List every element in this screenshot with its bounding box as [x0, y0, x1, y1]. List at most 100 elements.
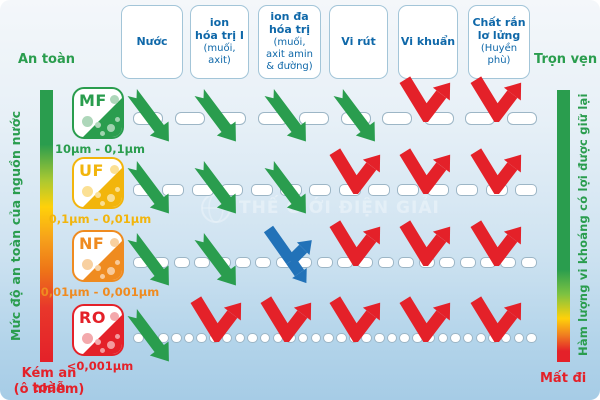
- badge-particle-dot: [110, 95, 119, 104]
- membrane-pore: [513, 332, 525, 344]
- column-header-nuoc: Nước: [121, 5, 183, 79]
- membrane-pore: [462, 332, 474, 344]
- unsafe-label-line1: Kém an toàn: [21, 366, 77, 396]
- column-header-ion-da-hoa-tri: ion đa hóa trị (muối, axit amin & đường): [258, 5, 321, 79]
- badge-particle-dot: [95, 192, 101, 198]
- membrane-code: NF: [79, 234, 105, 253]
- pass-arrow: [194, 88, 236, 142]
- membrane-pore: [259, 332, 271, 344]
- membrane-pore: [174, 111, 205, 125]
- block-arrow: [329, 220, 381, 266]
- block-arrow: [470, 148, 522, 194]
- badge-particle-dot: [107, 267, 115, 275]
- membrane-pore: [374, 332, 385, 344]
- membrane-pore: [361, 332, 372, 344]
- membrane-pore: [133, 332, 144, 344]
- block-arrow: [329, 148, 381, 194]
- column-label: Vi rút: [341, 34, 376, 48]
- membrane-pore: [520, 256, 537, 268]
- membrane-pore: [475, 332, 487, 344]
- block-arrow: [190, 296, 242, 342]
- column-label: ion đa hóa trị: [268, 10, 311, 37]
- pore-range-ro: <0,001µm: [66, 359, 134, 373]
- membrane-pore: [171, 332, 182, 344]
- membrane-badge-uf: UF: [72, 157, 124, 209]
- column-header-vi-khuan: Vi khuẩn: [398, 5, 458, 79]
- membrane-badge-nf: NF: [72, 230, 124, 282]
- block-arrow: [399, 76, 451, 122]
- membrane-pore: [526, 332, 537, 344]
- safety-gradient-bar: [40, 90, 53, 362]
- pass-arrow: [127, 88, 169, 142]
- column-label: Nước: [136, 34, 168, 48]
- membrane-badge-mf: MF: [72, 87, 124, 139]
- block-arrow: [470, 220, 522, 266]
- membrane-pore: [183, 332, 195, 344]
- pass-arrow: [264, 88, 306, 142]
- badge-particle-dot: [115, 187, 120, 192]
- badge-particle-dot: [115, 334, 120, 339]
- membrane-pore: [250, 184, 273, 196]
- badge-particle-dot: [95, 122, 101, 128]
- pass-arrow: [194, 160, 236, 214]
- membrane-pore: [235, 256, 252, 268]
- membrane-pore: [234, 332, 245, 344]
- membrane-pore: [247, 332, 258, 344]
- column-label: Chất rắn lơ lửng: [472, 16, 526, 43]
- column-header-chat-ran-lo-lung: Chất rắn lơ lửng (Huyền phù): [468, 5, 530, 79]
- mineral-gradient-bar: [557, 90, 570, 362]
- badge-particle-dot: [82, 259, 93, 270]
- pore-range-uf: 0,1µm - 0,01µm: [48, 212, 152, 226]
- pass-arrow: [194, 232, 236, 286]
- badge-particle-dot: [95, 265, 101, 271]
- membrane-pore: [514, 184, 537, 196]
- pore-range-mf: 10µm - 0,1µm: [54, 142, 146, 156]
- membrane-pore: [386, 332, 398, 344]
- membrane-pore: [456, 184, 479, 196]
- watermark-text: THẾ GIỚI ĐIỆN GIẢI: [239, 198, 440, 218]
- column-header-vi-rut: Vi rút: [329, 5, 388, 79]
- block-arrow: [399, 220, 451, 266]
- block-arrow: [399, 148, 451, 194]
- badge-particle-dot: [107, 341, 115, 349]
- pore-range-nf: 0,01µm - 0,001µm: [40, 285, 160, 299]
- membrane-pore: [162, 184, 185, 196]
- membrane-pore: [336, 332, 347, 344]
- badge-particle-dot: [82, 116, 93, 127]
- column-sublabel: (Huyền phù): [480, 43, 518, 66]
- membrane-pore: [316, 256, 333, 268]
- partial-arrow: [263, 225, 312, 284]
- lost-label: Mất đi: [540, 371, 587, 386]
- column-sublabel: (muối, axit): [203, 43, 236, 66]
- badge-particle-dot: [100, 131, 105, 136]
- safety-axis-label: Mức độ an toàn của nguồn nước: [8, 110, 23, 342]
- block-arrow: [260, 296, 312, 342]
- membrane-pore: [297, 332, 309, 344]
- safe-label: An toàn: [18, 52, 76, 67]
- badge-particle-dot: [110, 165, 119, 174]
- column-header-ion-hoa-tri-1: ion hóa trị I (muối, axit): [190, 5, 249, 79]
- block-arrow: [470, 296, 522, 342]
- block-arrow: [329, 296, 381, 342]
- column-label: Vi khuẩn: [400, 34, 456, 48]
- badge-particle-dot: [82, 333, 93, 344]
- membrane-pore: [459, 256, 476, 268]
- membrane-pore: [310, 332, 322, 344]
- pass-arrow: [127, 308, 169, 362]
- membrane-code: UF: [79, 161, 104, 180]
- badge-particle-dot: [115, 117, 120, 122]
- column-label: ion hóa trị I: [194, 16, 245, 43]
- membrane-pore: [221, 332, 233, 344]
- membrane-badge-ro: RO: [72, 304, 124, 356]
- membrane-pore: [450, 332, 461, 344]
- badge-particle-dot: [82, 186, 93, 197]
- pass-arrow: [127, 160, 169, 214]
- badge-particle-dot: [100, 201, 105, 206]
- badge-particle-dot: [107, 194, 115, 202]
- badge-particle-dot: [115, 260, 120, 265]
- block-arrow: [470, 76, 522, 122]
- block-arrow: [399, 296, 451, 342]
- membrane-pore: [399, 332, 410, 344]
- membrane-pore: [194, 256, 211, 268]
